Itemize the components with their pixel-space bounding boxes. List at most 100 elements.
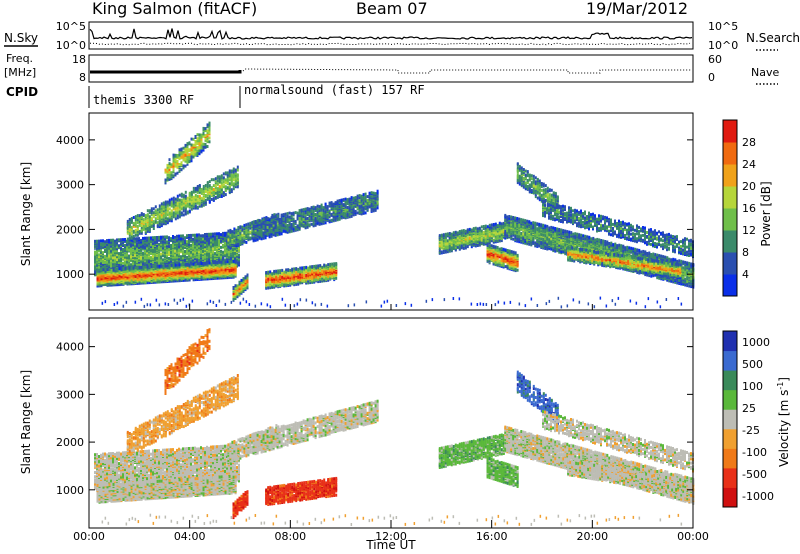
- scatter-cell: [221, 181, 223, 184]
- scatter-cell: [179, 148, 181, 151]
- scatter-cell: [207, 188, 209, 191]
- scatter-cell: [177, 160, 179, 163]
- scatter-cell: [211, 186, 213, 189]
- scatter-cell: [191, 151, 193, 154]
- scatter-cell: [299, 218, 301, 221]
- date-label: 19/Mar/2012: [586, 0, 688, 18]
- scatter-cell: [230, 254, 232, 257]
- scatter-cell: [345, 198, 347, 201]
- scatter-cell: [214, 235, 216, 238]
- scatter-cell: [177, 211, 179, 214]
- scatter-cell: [239, 229, 241, 232]
- scatter-cell: [231, 170, 233, 173]
- scatter-cell: [118, 264, 120, 267]
- scatter-cell: [193, 138, 195, 141]
- scatter-cell: [214, 232, 216, 235]
- scatter-cell: [179, 153, 181, 156]
- scatter-cell: [303, 208, 305, 211]
- scatter-cell: [181, 211, 183, 214]
- scatter-cell: [185, 144, 187, 147]
- scatter-cell: [351, 215, 353, 218]
- scatter-cell: [126, 257, 128, 260]
- scatter-cell: [343, 203, 345, 206]
- scatter-cell: [218, 253, 220, 256]
- scatter-cell: [172, 244, 174, 247]
- scatter-cell: [193, 153, 195, 156]
- scatter-cell: [159, 207, 161, 210]
- scatter-cell: [209, 189, 211, 192]
- scatter-cell: [241, 234, 243, 237]
- scatter-cell: [222, 244, 224, 247]
- noise-left-tick-low: 10^0: [56, 39, 86, 52]
- scatter-cell: [162, 236, 164, 239]
- scatter-cell: [185, 158, 187, 161]
- scatter-cell: [178, 235, 180, 238]
- scatter-cell: [133, 266, 135, 269]
- scatter-cell: [133, 230, 135, 233]
- scatter-cell: [151, 217, 153, 220]
- nave-series: [243, 69, 692, 73]
- scatter-cell: [215, 184, 217, 187]
- scatter-cell: [116, 238, 118, 241]
- scatter-cell: [184, 236, 186, 239]
- scatter-cell: [289, 216, 291, 219]
- scatter-cell: [106, 261, 108, 264]
- scatter-cell: [327, 214, 329, 217]
- scatter-cell: [235, 172, 237, 175]
- scatter-cell: [195, 154, 197, 157]
- scatter-cell: [161, 265, 163, 268]
- scatter-cell: [193, 190, 195, 193]
- scatter-cell: [325, 211, 327, 214]
- scatter-cell: [187, 263, 189, 266]
- scatter-cell: [235, 236, 237, 239]
- scatter-cell: [287, 224, 289, 227]
- scatter-cell: [193, 196, 195, 199]
- scatter-cell: [209, 196, 211, 199]
- scatter-cell: [253, 230, 255, 233]
- scatter-cell: [135, 218, 137, 221]
- scatter-cell: [233, 168, 235, 171]
- scatter-cell: [225, 178, 227, 181]
- scatter-cell: [187, 267, 189, 270]
- scatter-cell: [257, 220, 259, 223]
- scatter-cell: [161, 202, 163, 205]
- scatter-cell: [203, 127, 205, 130]
- scatter-cell: [188, 241, 190, 244]
- scatter-cell: [203, 132, 205, 135]
- scatter-cell: [183, 207, 185, 210]
- scatter-cell: [237, 173, 239, 176]
- scatter-cell: [155, 205, 157, 208]
- scatter-cell: [249, 231, 251, 234]
- scatter-cell: [157, 224, 159, 227]
- scatter-cell: [199, 149, 201, 152]
- scatter-cell: [117, 267, 119, 270]
- scatter-cell: [165, 264, 167, 267]
- scatter-cell: [175, 173, 177, 176]
- scatter-cell: [98, 240, 100, 243]
- scatter-cell: [197, 199, 199, 202]
- scatter-cell: [355, 210, 357, 213]
- scatter-cell: [111, 269, 113, 272]
- scatter-cell: [130, 263, 132, 266]
- scatter-cell: [127, 238, 129, 241]
- scatter-cell: [273, 221, 275, 224]
- scatter-cell: [167, 217, 169, 220]
- scatter-cell: [147, 266, 149, 269]
- scatter-cell: [263, 237, 265, 240]
- scatter-cell: [197, 137, 199, 140]
- scatter-cell: [295, 226, 297, 229]
- scatter-cell: [203, 190, 205, 193]
- scatter-cell: [135, 221, 137, 224]
- scatter-cell: [149, 209, 151, 212]
- scatter-cell: [239, 225, 241, 228]
- scatter-cell: [297, 215, 299, 218]
- scatter-cell: [301, 213, 303, 216]
- scatter-cell: [253, 221, 255, 224]
- scatter-cell: [128, 255, 130, 258]
- scatter-cell: [287, 215, 289, 218]
- scatter-cell: [311, 223, 313, 226]
- scatter-cell: [96, 240, 98, 243]
- scatter-cell: [187, 200, 189, 203]
- scatter-cell: [190, 251, 192, 254]
- scatter-cell: [235, 241, 237, 244]
